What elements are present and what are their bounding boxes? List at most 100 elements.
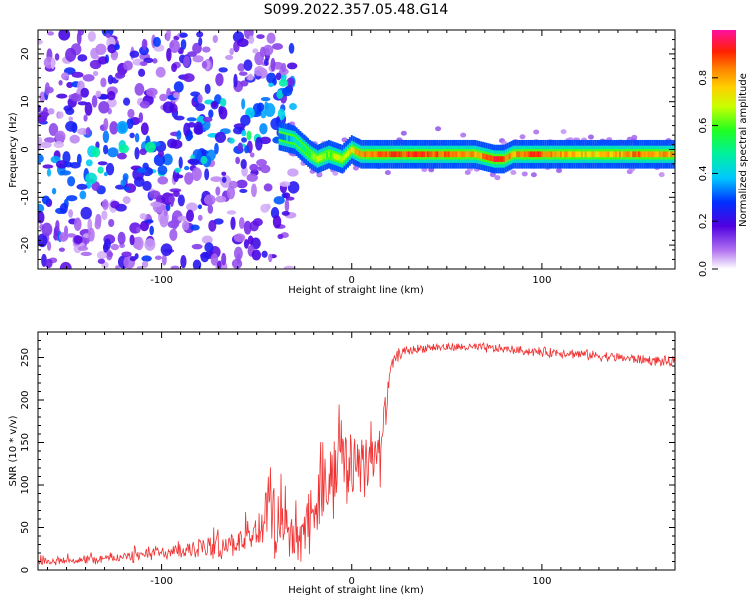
heatmap-blob — [48, 123, 59, 136]
heatmap-ridge-cell — [521, 151, 524, 158]
heatmap-ridge-cell — [495, 156, 498, 162]
heatmap-ridge-cell — [563, 151, 566, 158]
heatmap-blob — [195, 103, 206, 112]
heatmap-blob — [200, 251, 210, 263]
heatmap-blob — [120, 179, 127, 187]
heatmap-blob — [187, 122, 196, 128]
heatmap-ridge-cell — [584, 151, 587, 158]
heatmap-ridge-cell — [655, 151, 657, 158]
heatmap-blob — [215, 186, 221, 196]
heatmap-ridge-cell — [599, 151, 602, 158]
heatmap-blob — [192, 55, 204, 63]
heatmap-blob — [77, 101, 88, 106]
heatmap-blob — [211, 101, 217, 108]
heatmap-blob — [92, 147, 101, 158]
heatmap-blob — [186, 117, 197, 122]
heatmap-ridge-cell — [445, 151, 448, 158]
heatmap-ridge-cell — [474, 151, 477, 158]
bottom-plot-frame — [37, 331, 676, 571]
x-tick-label: 0 — [349, 275, 355, 286]
heatmap-ridge-cell — [501, 156, 503, 162]
heatmap-ridge-cell — [636, 151, 638, 158]
heatmap-ridge-cell — [516, 151, 519, 158]
heatmap-ridge-cell — [523, 151, 526, 158]
heatmap-blob — [219, 98, 227, 108]
heatmap-ridge-cell — [386, 151, 389, 158]
heatmap-blob — [259, 123, 268, 135]
heatmap-halo — [631, 134, 638, 140]
heatmap-ridge-cell — [472, 151, 475, 158]
heatmap-blob — [263, 58, 269, 66]
heatmap-ridge-cell — [639, 151, 642, 158]
heatmap-ridge-cell — [280, 133, 283, 140]
heatmap-blob — [42, 164, 54, 169]
heatmap-ridge-cell — [544, 151, 547, 158]
heatmap-blob — [229, 47, 235, 56]
heatmap-ridge-cell — [497, 156, 500, 162]
heatmap-ridge-cell — [345, 152, 348, 159]
heatmap-blob — [170, 139, 183, 149]
heatmap-ridge-cell — [527, 151, 530, 158]
heatmap-blob — [44, 82, 50, 96]
heatmap-ridge-cell — [510, 152, 513, 159]
heatmap-halo — [533, 129, 540, 135]
heatmap-blob — [42, 107, 49, 119]
heatmap-blob — [61, 72, 70, 81]
heatmap-blob — [286, 77, 295, 87]
heatmap-blob — [192, 149, 202, 160]
heatmap-ridge-cell — [611, 151, 614, 158]
heatmap-ridge-cell — [620, 151, 623, 158]
heatmap-ridge-cell — [605, 151, 608, 158]
heatmap-blob — [218, 67, 228, 73]
heatmap-blob — [162, 153, 173, 166]
heatmap-blob — [231, 258, 243, 269]
heatmap-halo — [658, 172, 665, 178]
heatmap-blob — [80, 251, 93, 257]
heatmap-ridge-cell — [309, 151, 311, 158]
heatmap-ridge-cell — [560, 151, 562, 158]
heatmap-blob — [47, 108, 55, 115]
heatmap-blob — [55, 160, 68, 169]
heatmap-halo — [519, 134, 526, 140]
heatmap-blob — [129, 50, 140, 58]
y-tick-label: 100 — [20, 475, 31, 494]
heatmap-ridge-cell — [383, 151, 386, 158]
heatmap-ridge-cell — [379, 151, 382, 158]
heatmap-ridge-cell — [417, 151, 420, 158]
heatmap-blob — [287, 168, 299, 177]
heatmap-blob — [272, 215, 282, 229]
heatmap-blob — [173, 115, 185, 121]
heatmap-blob — [54, 53, 60, 61]
heatmap-blob — [63, 105, 73, 112]
heatmap-halo — [530, 172, 537, 178]
heatmap-ridge-cell — [632, 151, 635, 158]
heatmap-blob — [46, 168, 52, 177]
y-tick-label: 20 — [20, 48, 31, 61]
heatmap-ridge-cell — [425, 151, 427, 158]
heatmap-blob — [256, 102, 265, 113]
colorbar: 0.0 0.2 0.4 0.6 0.8 Normalized spectral ampl… — [698, 30, 749, 277]
heatmap-blob — [76, 153, 82, 165]
heatmap-ridge-cell — [289, 136, 292, 142]
heatmap-ridge-cell — [506, 154, 509, 161]
heatmap-ridge-cell — [366, 151, 368, 158]
heatmap-ridge-cell — [485, 154, 488, 161]
heatmap-ridge-cell — [643, 151, 646, 158]
heatmap-ridge-cell — [347, 150, 349, 157]
heatmap-blob — [76, 183, 88, 190]
heatmap-blob — [169, 39, 180, 54]
heatmap-halo — [587, 134, 594, 140]
heatmap-ridge-cell — [539, 151, 541, 158]
heatmap-ridge-cell — [322, 153, 325, 160]
heatmap-blob — [146, 87, 158, 97]
heatmap-ridge-cell — [466, 151, 469, 158]
heatmap-blob — [100, 77, 107, 88]
heatmap-blob — [240, 80, 249, 87]
heatmap-blob — [92, 70, 99, 77]
heatmap-blob — [117, 231, 126, 245]
heatmap-blob — [84, 102, 93, 116]
heatmap-blob — [228, 137, 235, 144]
heatmap-blob — [129, 132, 135, 139]
heatmap-blob — [288, 42, 295, 54]
